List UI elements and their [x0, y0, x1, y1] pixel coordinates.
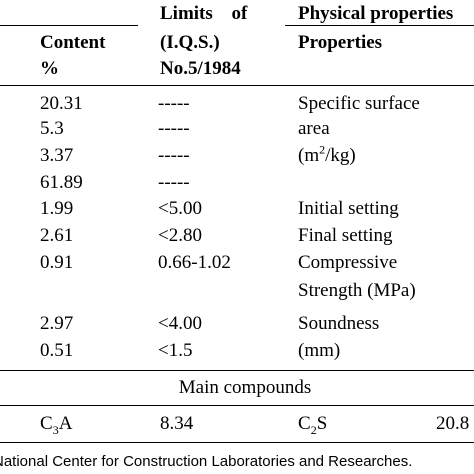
limit-cell: <1.5 — [158, 340, 193, 361]
limit-cell: ----- — [158, 145, 190, 166]
limit-cell: <5.00 — [158, 198, 202, 219]
header-cell: % — [40, 58, 59, 79]
text-part: A — [58, 413, 73, 434]
property-cell: Specific surface — [298, 93, 420, 114]
limit-cell: ----- — [158, 118, 190, 139]
rule — [0, 25, 138, 26]
content-cell: 2.97 — [40, 313, 74, 334]
content-cell: 0.51 — [40, 340, 74, 361]
rule — [0, 405, 474, 406]
content-cell: 3.37 — [40, 145, 74, 166]
text-part: /kg) — [325, 145, 356, 166]
property-cell: area — [298, 118, 330, 139]
header-cell: Limits of — [160, 3, 248, 24]
limit-cell: ----- — [158, 93, 190, 114]
limit-cell: ----- — [158, 172, 190, 193]
limit-cell: <4.00 — [158, 313, 202, 334]
content-cell: 1.99 — [40, 198, 74, 219]
footer: National Center for Construction Laborat… — [0, 453, 413, 470]
rule — [0, 370, 474, 371]
content-cell: 61.89 — [40, 172, 83, 193]
text-part: 2 — [310, 422, 317, 437]
header-cell: Content — [40, 32, 106, 53]
header-cell: Properties — [298, 32, 383, 53]
compound-cell: C3A — [40, 413, 73, 436]
rule — [285, 25, 474, 26]
header-cell: No.5/1984 — [160, 58, 241, 79]
rule — [0, 442, 474, 443]
content-cell: 0.91 — [40, 252, 74, 273]
limit-cell: 0.66-1.02 — [158, 252, 231, 273]
content-cell: 2.61 — [40, 225, 74, 246]
text-part: S — [316, 413, 328, 434]
text-part: 2 — [319, 142, 326, 157]
header-cell: (I.Q.S.) — [160, 32, 220, 53]
text-part: C — [298, 413, 311, 434]
property-cell: Strength (MPa) — [298, 280, 416, 301]
text-part: 3 — [52, 422, 59, 437]
rule — [0, 85, 474, 86]
content-cell: 20.31 — [40, 93, 83, 114]
compound-cell: C2S — [298, 413, 328, 436]
property-cell: (mm) — [298, 340, 341, 361]
property-cell: Initial setting — [298, 198, 399, 219]
compound-cell: 20.8 — [436, 413, 470, 434]
limit-cell: <2.80 — [158, 225, 202, 246]
text-part: C — [40, 413, 53, 434]
content-cell: 5.3 — [40, 118, 64, 139]
property-cell: Compressive — [298, 252, 398, 273]
property-cell: Final setting — [298, 225, 393, 246]
property-cell: Soundness — [298, 313, 380, 334]
header-cell: Physical properties — [298, 3, 454, 24]
section-title: Main compounds — [178, 377, 312, 398]
compound-cell: 8.34 — [160, 413, 194, 434]
text-part: (m — [298, 145, 320, 166]
property-cell: (m2/kg) — [298, 142, 356, 166]
